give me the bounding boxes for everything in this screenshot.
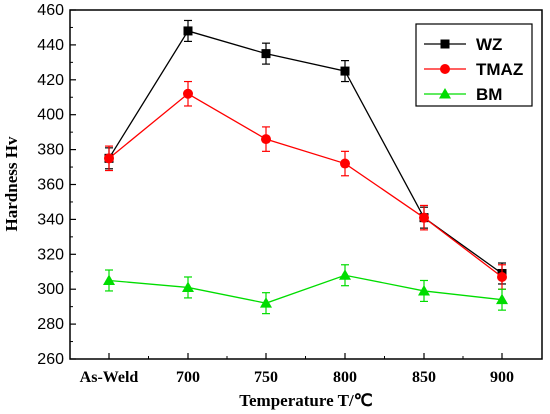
series-layer — [103, 19, 508, 315]
series-tmaz — [104, 80, 507, 290]
x-tick-label: 800 — [333, 369, 357, 386]
y-tick-label: 400 — [37, 107, 64, 124]
y-axis-title: Hardness Hv — [2, 136, 21, 231]
legend-label-tmaz: TMAZ — [476, 60, 523, 79]
data-point-tmaz — [419, 212, 429, 223]
data-point-bm — [182, 281, 194, 292]
legend-marker-tmaz — [440, 64, 450, 74]
data-point-bm — [418, 284, 430, 296]
y-tick-label: 420 — [37, 72, 64, 89]
legend: WZ TMAZ BM — [415, 23, 533, 107]
x-tick-label: 750 — [254, 369, 278, 386]
x-tick-label: 900 — [490, 369, 514, 386]
legend-label-bm: BM — [476, 85, 502, 104]
y-axis: 260 280 300 320 340 360 380 400 420 440 460 — [37, 2, 76, 368]
y-tick-label: 280 — [37, 316, 64, 333]
y-tick-label: 440 — [37, 37, 64, 54]
y-tick-label: 340 — [37, 211, 64, 228]
data-point-wz — [261, 49, 271, 59]
x-axis-title: Temperature T/℃ — [239, 391, 373, 410]
legend-label-wz: WZ — [476, 35, 502, 54]
y-tick-label: 380 — [37, 142, 64, 159]
y-tick-label: 360 — [37, 177, 64, 194]
data-point-wz — [340, 66, 350, 76]
y-tick-label: 460 — [37, 2, 64, 19]
data-point-bm — [103, 274, 115, 285]
data-point-bm — [260, 297, 272, 308]
legend-marker-wz — [440, 39, 450, 49]
data-point-tmaz — [497, 271, 507, 282]
data-point-tmaz — [183, 88, 193, 99]
data-point-bm — [339, 269, 351, 280]
x-axis: As-Weld 700 750 800 850 900 — [80, 353, 514, 386]
x-tick-label: As-Weld — [80, 369, 139, 386]
x-tick-label: 700 — [176, 369, 200, 386]
data-point-wz — [183, 26, 193, 36]
x-tick-label: 850 — [412, 369, 436, 386]
y-tick-label: 260 — [37, 351, 64, 368]
data-point-tmaz — [104, 153, 114, 164]
y-tick-label: 320 — [37, 246, 64, 263]
series-bm — [103, 264, 508, 315]
series-line-tmaz — [108, 92, 503, 278]
data-point-bm — [496, 293, 508, 305]
legend-box — [415, 23, 533, 107]
y-tick-label: 300 — [37, 281, 64, 298]
data-point-tmaz — [340, 158, 350, 169]
data-point-tmaz — [261, 134, 271, 145]
legend-marker-bm — [439, 88, 451, 99]
series-line-bm — [108, 274, 503, 304]
